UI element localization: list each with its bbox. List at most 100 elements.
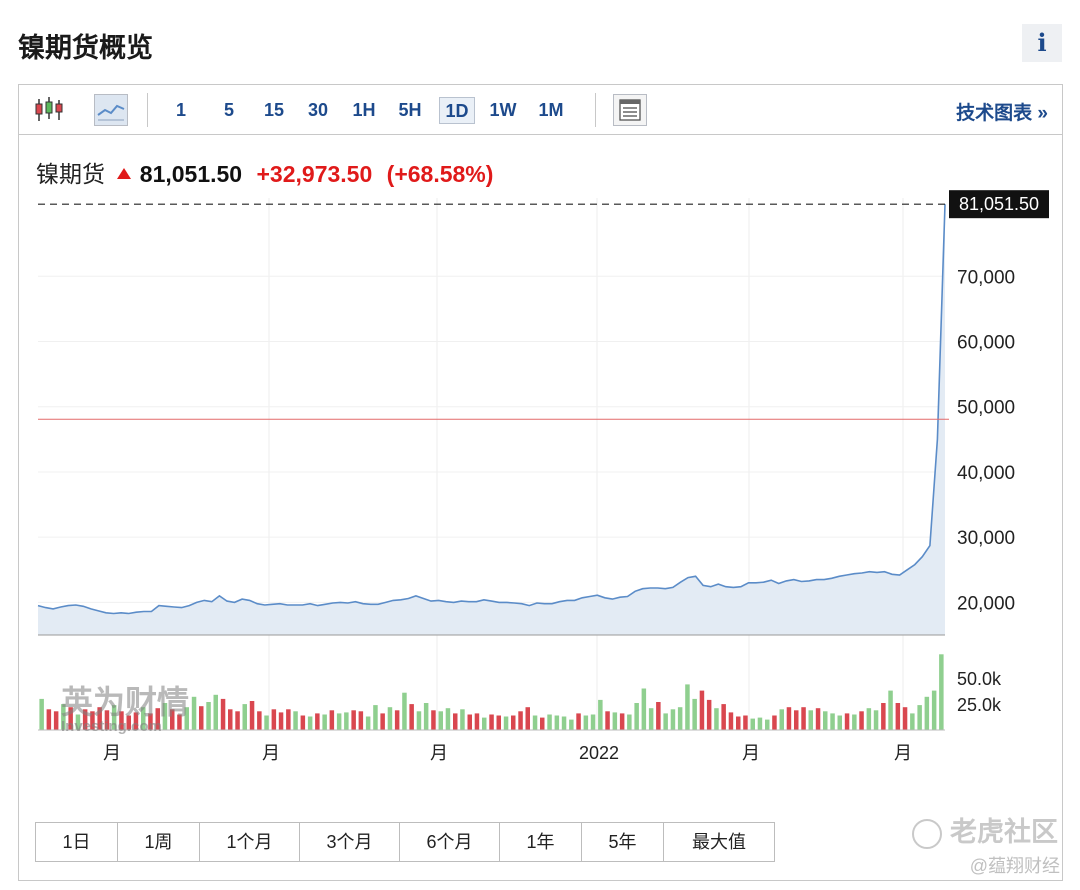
- y-tick-label: 60,000: [957, 332, 1015, 353]
- volume-bar: [590, 714, 596, 730]
- price-line: [37, 204, 946, 615]
- volume-bar: [685, 684, 690, 730]
- volume-bar: [416, 711, 422, 730]
- interval-button-1d[interactable]: 1D: [439, 97, 475, 124]
- toolbar-separator: [147, 93, 148, 127]
- price-change: +32,973.50: [256, 161, 373, 187]
- volume-bar: [866, 708, 872, 730]
- interval-button-1m[interactable]: 1M: [538, 100, 564, 120]
- volume-bar: [82, 709, 88, 730]
- range-button-4[interactable]: 6个月: [400, 823, 500, 861]
- range-button-6[interactable]: 5年: [582, 823, 664, 861]
- volume-bar: [199, 706, 204, 730]
- volume-bar: [394, 710, 400, 730]
- volume-bar: [68, 707, 73, 730]
- investing-watermark: 英为财情: [61, 683, 189, 721]
- volume-bar: [794, 710, 799, 730]
- volume-bar: [525, 707, 530, 730]
- volume-bar: [184, 707, 189, 730]
- range-button-0[interactable]: 1日: [36, 823, 118, 861]
- volume-tick-label: 25.0k: [957, 695, 1002, 715]
- last-price-label: 81,051.50: [959, 194, 1039, 214]
- volume-bar: [402, 692, 407, 730]
- volume-bar: [612, 712, 618, 730]
- volume-bar: [779, 709, 784, 730]
- volume-bar: [351, 710, 356, 730]
- volume-bar: [39, 698, 44, 730]
- volume-bar: [598, 699, 603, 730]
- volume-bar: [540, 717, 545, 730]
- volume-bar: [728, 712, 734, 730]
- info-button[interactable]: i: [1022, 24, 1062, 62]
- volume-bar: [358, 711, 364, 730]
- volume-bar: [286, 709, 291, 730]
- volume-bar: [750, 718, 755, 730]
- price-chart[interactable]: 81,051.50 20,000 30,000 40,000 50,000 60,000 7…: [19, 85, 1062, 815]
- volume-bar: [743, 715, 748, 730]
- volume-bar: [119, 711, 124, 730]
- last-price: 81,051.50: [139, 161, 243, 187]
- x-tick-label: 月: [103, 743, 121, 763]
- interval-button-1w[interactable]: 1W: [489, 100, 517, 120]
- volume-bar: [859, 711, 864, 730]
- x-tick-label: 2022: [579, 743, 619, 763]
- range-button-5[interactable]: 1年: [500, 823, 582, 861]
- volume-bar: [460, 709, 465, 730]
- quote-header: 镍期货 81,051.50 +32,973.50 (+68.58%): [36, 155, 493, 187]
- y-tick-label: 70,000: [957, 267, 1015, 288]
- interval-button-5[interactable]: 5: [223, 100, 234, 120]
- volume-bar: [511, 715, 516, 730]
- volume-bar: [162, 703, 168, 730]
- interval-button-30[interactable]: 30: [307, 100, 329, 120]
- volume-bar: [249, 701, 255, 730]
- volume-bar: [605, 711, 610, 730]
- volume-bar: [431, 710, 436, 730]
- volume-bar: [931, 690, 937, 730]
- volume-bar: [177, 714, 182, 730]
- range-button-2[interactable]: 1个月: [200, 823, 300, 861]
- volume-bar: [46, 709, 52, 730]
- volume-bar: [706, 699, 712, 730]
- volume-bar: [583, 715, 589, 730]
- volume-bar: [278, 712, 284, 730]
- volume-bar: [438, 711, 443, 730]
- volume-bar: [271, 709, 277, 730]
- volume-bar: [467, 714, 472, 730]
- line-chart-icon[interactable]: [94, 94, 128, 126]
- interval-button-15[interactable]: 15: [263, 100, 285, 120]
- volume-bar: [53, 711, 59, 730]
- volume-bar: [293, 711, 298, 730]
- interval-button-1[interactable]: 1: [175, 100, 186, 120]
- range-selector: 1日 1周 1个月 3个月 6个月 1年 5年 最大值: [35, 822, 775, 862]
- range-button-3[interactable]: 3个月: [300, 823, 400, 861]
- volume-bar: [336, 713, 342, 730]
- y-tick-label: 20,000: [957, 593, 1015, 614]
- table-icon[interactable]: [613, 94, 647, 126]
- tiger-watermark: 老虎社区: [912, 810, 1058, 849]
- volume-bar: [881, 703, 886, 730]
- volume-bar: [445, 708, 451, 730]
- technical-chart-link[interactable]: 技术图表 »: [956, 103, 1048, 124]
- price-area: [38, 204, 945, 635]
- range-button-7[interactable]: 最大值: [664, 823, 774, 861]
- volume-bar: [75, 714, 81, 730]
- volume-bar: [714, 708, 719, 730]
- volume-bar: [380, 713, 385, 730]
- volume-bar: [844, 713, 850, 730]
- candlestick-icon[interactable]: [33, 94, 67, 126]
- volume-bar: [772, 715, 777, 730]
- interval-button-5h[interactable]: 5H: [398, 100, 422, 120]
- volume-bar: [220, 698, 226, 730]
- interval-button-1h[interactable]: 1H: [352, 100, 376, 120]
- volume-bar: [453, 713, 458, 730]
- up-arrow-icon: [117, 168, 132, 180]
- x-tick-label: 月: [262, 743, 280, 763]
- volume-bar: [482, 717, 487, 730]
- volume-bar: [895, 703, 901, 730]
- range-button-1[interactable]: 1周: [118, 823, 200, 861]
- volume-bar: [902, 707, 908, 730]
- chart-widget: 1 5 15 30 1H 5H 1D 1W 1M 技术图表 » 镍期货 81,051.50 +3…: [18, 84, 1063, 881]
- volume-bar: [300, 715, 306, 730]
- volume-bar: [924, 696, 930, 730]
- volume-bar: [133, 712, 139, 730]
